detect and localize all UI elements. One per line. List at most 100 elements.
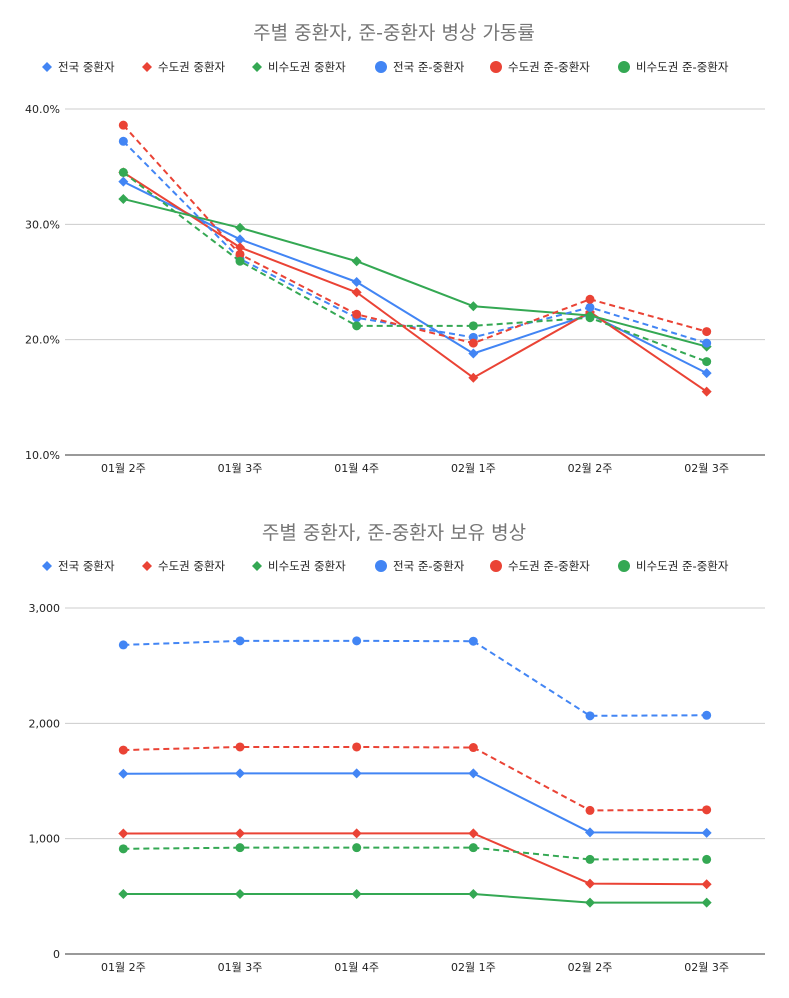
data-point: [468, 348, 479, 359]
x-tick-label: 02월 2주: [568, 462, 613, 475]
legend-item-수도권-중환자[interactable]: 수도권 중환자: [142, 559, 226, 573]
legend-label: 수도권 중환자: [158, 60, 226, 74]
data-point: [118, 889, 129, 900]
legend-item-전국-준-중환자[interactable]: 전국 준-중환자: [375, 60, 465, 74]
legend-marker-icon: [142, 62, 152, 72]
x-tick-label: 02월 2주: [568, 961, 613, 974]
legend-item-비수도권-준-중환자[interactable]: 비수도권 준-중환자: [618, 60, 729, 74]
legend-item-전국-준-중환자[interactable]: 전국 준-중환자: [375, 559, 465, 573]
legend-label: 비수도권 중환자: [268, 60, 346, 74]
data-point: [235, 222, 245, 233]
chart-legend: 전국 중환자 수도권 중환자 비수도권 중환자 전국 준-중환자 수도권 준-중환자 비수…: [42, 60, 729, 74]
series-비수도권-준-중환자: [118, 167, 712, 367]
legend-item-수도권-준-중환자[interactable]: 수도권 준-중환자: [490, 559, 590, 573]
series-line: [122, 124, 707, 345]
data-point: [468, 843, 478, 853]
data-point: [351, 287, 362, 298]
y-tick-label: 30.0%: [25, 218, 60, 231]
data-point: [585, 878, 595, 889]
x-tick-label: 01월 2주: [101, 961, 146, 974]
series-line: [123, 832, 707, 886]
data-point: [468, 828, 479, 839]
data-point: [585, 897, 595, 908]
y-tick-label: 3,000: [29, 602, 61, 615]
data-point: [352, 636, 362, 646]
legend-label: 수도권 준-중환자: [508, 559, 590, 573]
series-전국-중환자: [118, 176, 712, 379]
series-수도권-중환자: [118, 828, 712, 890]
data-point: [702, 357, 712, 367]
legend-item-수도권-준-중환자[interactable]: 수도권 준-중환자: [490, 60, 590, 74]
series-전국-준-중환자: [118, 136, 712, 348]
bed-capacity-chart: 주별 중환자, 준-중환자 보유 병상 전국 중환자 수도권 중환자 비수도권 중환…: [29, 522, 765, 974]
legend-item-비수도권-준-중환자[interactable]: 비수도권 준-중환자: [618, 559, 729, 573]
y-tick-label: 0: [53, 948, 60, 961]
legend-marker-icon: [490, 61, 502, 73]
legend-marker-icon: [252, 561, 262, 571]
data-point: [118, 745, 128, 755]
legend-label: 비수도권 준-중환자: [636, 60, 729, 74]
chart-title: 주별 중환자, 준-중환자 보유 병상: [262, 522, 526, 544]
series-line: [123, 639, 707, 717]
data-point: [468, 636, 478, 646]
legend-item-전국-중환자[interactable]: 전국 중환자: [42, 60, 115, 74]
data-point: [702, 710, 712, 720]
data-point: [585, 854, 595, 864]
data-point: [118, 640, 128, 650]
data-point: [118, 828, 129, 839]
series-line: [122, 140, 707, 345]
data-point: [468, 889, 479, 900]
legend-label: 수도권 준-중환자: [508, 60, 590, 74]
data-point: [701, 386, 712, 397]
series-line: [123, 846, 707, 861]
data-point: [118, 768, 129, 779]
data-point: [351, 828, 362, 839]
data-point: [468, 372, 479, 383]
x-tick-label: 02월 3주: [684, 462, 729, 475]
x-tick-label: 01월 4주: [334, 961, 379, 974]
data-point: [235, 843, 245, 853]
x-tick-label: 02월 1주: [451, 462, 496, 475]
series-line: [122, 171, 708, 393]
x-tick-label: 02월 3주: [684, 961, 729, 974]
data-point: [585, 711, 595, 721]
legend-marker-icon: [490, 560, 502, 572]
legend-item-비수도권-중환자[interactable]: 비수도권 중환자: [252, 559, 346, 573]
chart-title: 주별 중환자, 준-중환자 병상 가동률: [253, 22, 535, 44]
data-point: [468, 743, 478, 753]
legend-marker-icon: [375, 61, 387, 73]
data-point: [118, 120, 128, 130]
data-point: [702, 338, 712, 348]
data-point: [468, 338, 478, 348]
data-point: [235, 242, 245, 253]
legend-label: 전국 준-중환자: [393, 60, 465, 74]
data-point: [701, 897, 712, 908]
legend-item-수도권-중환자[interactable]: 수도권 중환자: [142, 60, 226, 74]
legend-marker-icon: [252, 62, 262, 72]
x-tick-label: 01월 2주: [101, 462, 146, 475]
data-point: [235, 828, 245, 839]
data-point: [352, 843, 362, 853]
x-tick-label: 01월 3주: [218, 961, 263, 974]
data-point: [702, 854, 712, 864]
data-point: [118, 136, 128, 146]
data-point: [585, 827, 595, 838]
legend-label: 비수도권 준-중환자: [636, 559, 729, 573]
data-point: [585, 294, 595, 304]
series-수도권-중환자: [118, 167, 712, 397]
data-point: [118, 193, 129, 204]
legend-label: 전국 중환자: [58, 60, 115, 74]
series-비수도권-중환자: [118, 889, 712, 908]
legend-item-비수도권-중환자[interactable]: 비수도권 중환자: [252, 60, 346, 74]
data-point: [468, 301, 479, 312]
series-line: [123, 893, 707, 904]
series-전국-중환자: [118, 768, 712, 838]
series-line: [123, 772, 707, 834]
y-tick-label: 2,000: [29, 717, 61, 730]
data-point: [352, 742, 362, 752]
y-tick-label: 40.0%: [25, 103, 60, 116]
legend-item-전국-중환자[interactable]: 전국 중환자: [42, 559, 115, 573]
chart-legend: 전국 중환자 수도권 중환자 비수도권 중환자 전국 준-중환자 수도권 준-중환자 비수…: [42, 559, 729, 573]
series-line: [123, 197, 707, 348]
data-point: [701, 827, 712, 838]
